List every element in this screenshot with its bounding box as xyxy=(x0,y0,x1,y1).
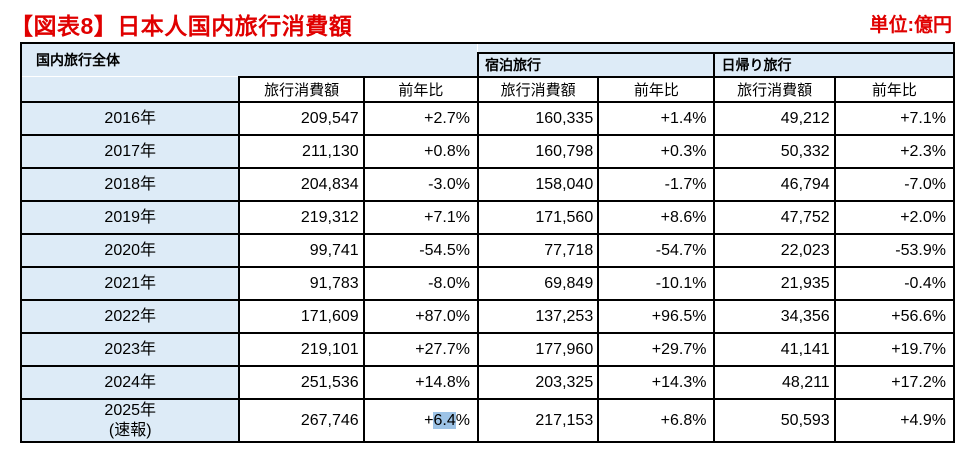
table-row: 2021年 91,783 -8.0% 69,849 -10.1% 21,935 -0.4% xyxy=(19,266,956,301)
total-yoy-cell: -8.0% xyxy=(362,266,479,301)
daytrip-cell: 46,794 xyxy=(713,167,836,202)
total-yoy-cell: +27.7% xyxy=(362,332,479,367)
total-cell: 219,101 xyxy=(238,332,365,367)
table-row: 2018年 204,834 -3.0% 158,040 -1.7% 46,794 -7.0% xyxy=(19,167,956,202)
group-header-daytrip: 日帰り旅行 xyxy=(713,52,955,78)
year-cell: 2018年 xyxy=(19,167,241,202)
year-cell: 2024年 xyxy=(19,365,241,400)
year-cell: 2016年 xyxy=(19,101,241,136)
daytrip-yoy-cell: -53.9% xyxy=(833,233,956,268)
col-header-consumption-overnight: 旅行消費額 xyxy=(476,76,600,103)
daytrip-cell: 48,211 xyxy=(713,365,836,400)
daytrip-cell: 47,752 xyxy=(713,200,836,235)
col-header-consumption-total: 旅行消費額 xyxy=(238,76,365,103)
overnight-yoy-cell: -54.7% xyxy=(597,233,716,268)
daytrip-cell: 34,356 xyxy=(713,299,836,334)
daytrip-yoy-cell: +2.0% xyxy=(833,200,956,235)
total-yoy-cell: +6.4% xyxy=(362,398,479,443)
total-yoy-cell: -3.0% xyxy=(362,167,479,202)
table-row: 2017年 211,130 +0.8% 160,798 +0.3% 50,332 +2.3% xyxy=(19,134,956,169)
daytrip-cell: 50,593 xyxy=(713,398,836,443)
table-body: 2016年 209,547 +2.7% 160,335 +1.4% 49,212 +7.1%… xyxy=(19,101,956,443)
daytrip-cell: 49,212 xyxy=(713,101,836,136)
total-yoy-cell: +14.8% xyxy=(362,365,479,400)
total-yoy-cell: +87.0% xyxy=(362,299,479,334)
page-title: 【図表8】日本人国内旅行消費額 xyxy=(10,13,353,40)
year-cell: 2022年 xyxy=(19,299,241,334)
overnight-yoy-cell: +96.5% xyxy=(597,299,716,334)
overnight-cell: 160,798 xyxy=(476,134,600,169)
col-header-yoy-daytrip: 前年比 xyxy=(833,76,956,103)
daytrip-yoy-cell: +17.2% xyxy=(833,365,956,400)
page-header: 【図表8】日本人国内旅行消費額 単位:億円 xyxy=(0,0,962,42)
year-cell: 2023年 xyxy=(19,332,241,367)
total-cell: 91,783 xyxy=(238,266,365,301)
total-yoy-cell: +7.1% xyxy=(362,200,479,235)
overnight-yoy-cell: +0.3% xyxy=(597,134,716,169)
overnight-cell: 217,153 xyxy=(476,398,600,443)
table-row: 2020年 99,741 -54.5% 77,718 -54.7% 22,023 -53.9… xyxy=(19,233,956,268)
daytrip-yoy-cell: -0.4% xyxy=(833,266,956,301)
overnight-cell: 171,560 xyxy=(476,200,600,235)
overnight-yoy-cell: -1.7% xyxy=(597,167,716,202)
overnight-yoy-cell: +6.8% xyxy=(597,398,716,443)
year-cell: 2017年 xyxy=(19,134,241,169)
group-header-overall: 国内旅行全体 xyxy=(21,43,478,77)
table-row: 2023年 219,101 +27.7% 177,960 +29.7% 41,141 +19… xyxy=(19,332,956,367)
daytrip-yoy-cell: +4.9% xyxy=(833,398,956,443)
col-header-consumption-daytrip: 旅行消費額 xyxy=(713,76,836,103)
year-cell: 2019年 xyxy=(19,200,241,235)
col-header-yoy-total: 前年比 xyxy=(362,76,479,103)
overnight-cell: 137,253 xyxy=(476,299,600,334)
table-row: 2024年 251,536 +14.8% 203,325 +14.3% 48,211 +17… xyxy=(19,365,956,400)
table-row: 2016年 209,547 +2.7% 160,335 +1.4% 49,212 +7.1% xyxy=(19,101,956,136)
total-cell: 204,834 xyxy=(238,167,365,202)
col-header-yoy-overnight: 前年比 xyxy=(597,76,716,103)
total-cell: 209,547 xyxy=(238,101,365,136)
year-cell: 2021年 xyxy=(19,266,241,301)
unit-label: 単位:億円 xyxy=(869,15,952,37)
total-yoy-cell: -54.5% xyxy=(362,233,479,268)
total-yoy-cell: +0.8% xyxy=(362,134,479,169)
daytrip-yoy-cell: +7.1% xyxy=(833,101,956,136)
daytrip-yoy-cell: +19.7% xyxy=(833,332,956,367)
overnight-cell: 77,718 xyxy=(476,233,600,268)
table-row: 2025年 (速報) 267,746 +6.4% 217,153 +6.8% 50,593 +… xyxy=(19,398,956,443)
daytrip-cell: 22,023 xyxy=(713,233,836,268)
total-cell: 171,609 xyxy=(238,299,365,334)
overnight-cell: 203,325 xyxy=(476,365,600,400)
table-row: 2022年 171,609 +87.0% 137,253 +96.5% 34,356 +56… xyxy=(19,299,956,334)
daytrip-yoy-cell: -7.0% xyxy=(833,167,956,202)
total-yoy-cell: +2.7% xyxy=(362,101,479,136)
year-column-header xyxy=(21,77,241,102)
overnight-cell: 160,335 xyxy=(476,101,600,136)
total-cell: 267,746 xyxy=(238,398,365,443)
year-cell: 2025年 (速報) xyxy=(19,398,241,443)
overnight-yoy-cell: -10.1% xyxy=(597,266,716,301)
overnight-yoy-cell: +29.7% xyxy=(597,332,716,367)
header-top-strip xyxy=(477,43,954,53)
group-header-overnight: 宿泊旅行 xyxy=(476,52,716,78)
overnight-cell: 69,849 xyxy=(476,266,600,301)
total-cell: 211,130 xyxy=(238,134,365,169)
daytrip-cell: 50,332 xyxy=(713,134,836,169)
travel-consumption-table: 国内旅行全体 宿泊旅行 日帰り旅行 旅行消費額 前年比 旅行消費額 前年比 旅行… xyxy=(19,42,956,443)
total-cell: 99,741 xyxy=(238,233,365,268)
daytrip-cell: 41,141 xyxy=(713,332,836,367)
overnight-cell: 177,960 xyxy=(476,332,600,367)
daytrip-cell: 21,935 xyxy=(713,266,836,301)
daytrip-yoy-cell: +2.3% xyxy=(833,134,956,169)
overnight-yoy-cell: +14.3% xyxy=(597,365,716,400)
total-cell: 251,536 xyxy=(238,365,365,400)
total-cell: 219,312 xyxy=(238,200,365,235)
overnight-yoy-cell: +8.6% xyxy=(597,200,716,235)
year-cell: 2020年 xyxy=(19,233,241,268)
overnight-yoy-cell: +1.4% xyxy=(597,101,716,136)
overnight-cell: 158,040 xyxy=(476,167,600,202)
selection-highlight: 6.4 xyxy=(433,411,456,429)
daytrip-yoy-cell: +56.6% xyxy=(833,299,956,334)
table-row: 2019年 219,312 +7.1% 171,560 +8.6% 47,752 +2.0% xyxy=(19,200,956,235)
